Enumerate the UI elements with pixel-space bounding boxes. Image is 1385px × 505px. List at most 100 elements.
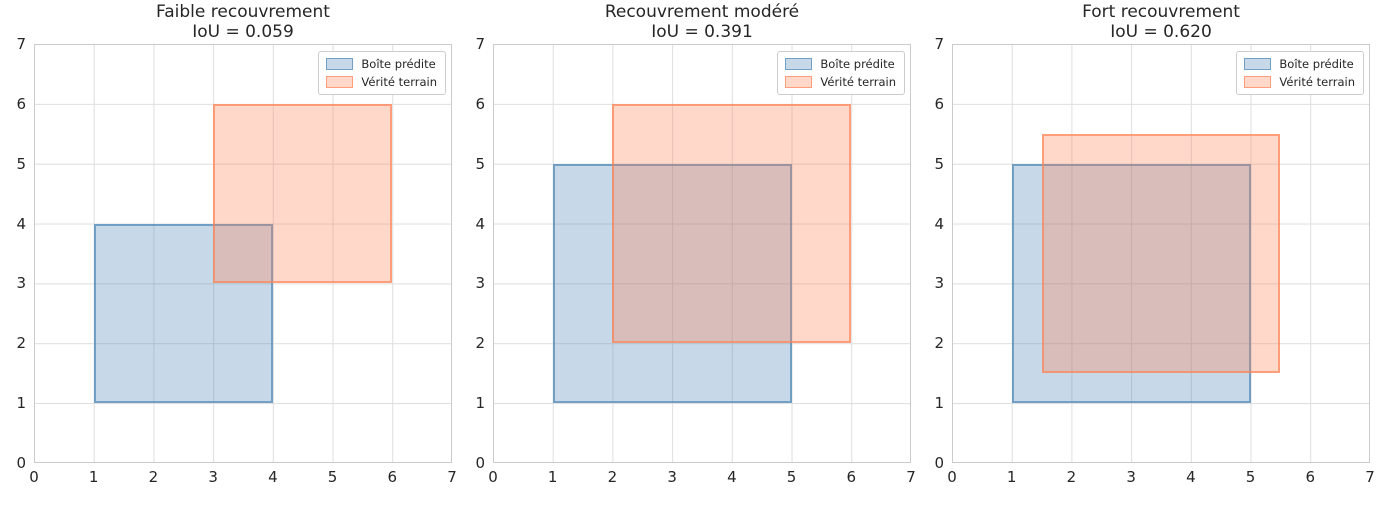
subplot-high-overlap: Fort recouvrement IoU = 0.620 Boîte préd… <box>934 0 1375 505</box>
legend-item-predicted: Boîte prédite <box>1244 57 1355 71</box>
legend-swatch-predicted <box>1244 58 1272 70</box>
subplot-low-overlap: Faible recouvrement IoU = 0.059 Boîte pr… <box>16 0 457 505</box>
y-tick-label: 0 <box>16 454 26 472</box>
y-tick-label: 3 <box>16 274 26 293</box>
x-tick-label: 3 <box>1126 468 1136 486</box>
x-tick-label: 4 <box>727 468 737 486</box>
y-tick-label: 7 <box>475 35 485 53</box>
ground-truth-box <box>213 103 393 284</box>
x-tick-label: 3 <box>208 468 218 486</box>
x-tick-label: 4 <box>1186 468 1196 486</box>
plot-title-line: Recouvrement modéré <box>604 2 800 22</box>
y-tick-label: 5 <box>475 154 485 173</box>
x-tick-label: 5 <box>1245 468 1256 486</box>
y-tick-label: 4 <box>16 214 26 233</box>
x-tick-label: 6 <box>387 468 398 486</box>
x-tick-label: 7 <box>1365 468 1375 486</box>
legend-swatch-ground-truth <box>1244 76 1272 88</box>
x-tick-label: 5 <box>327 468 338 486</box>
predicted-box <box>1011 163 1251 404</box>
legend-item-ground-truth: Vérité terrain <box>1244 75 1355 89</box>
x-tick-label: 4 <box>268 468 278 486</box>
x-tick-label: 7 <box>447 468 457 486</box>
y-tick-label: 7 <box>16 35 26 53</box>
plot-title-line: Fort recouvrement <box>1082 2 1240 22</box>
legend-label-predicted: Boîte prédite <box>1279 57 1354 71</box>
plot-subtitle-iou: IoU = 0.059 <box>192 21 294 42</box>
y-tick-label: 0 <box>934 454 944 472</box>
legend-label-predicted: Boîte prédite <box>361 57 436 71</box>
legend: Boîte prédite Vérité terrain <box>318 51 446 95</box>
plot-subtitle-iou: IoU = 0.620 <box>1110 21 1212 42</box>
y-axis-tick-labels: 0 1 2 3 4 5 6 7 <box>459 35 485 472</box>
y-tick-label: 2 <box>475 334 485 353</box>
y-tick-label: 6 <box>934 94 944 113</box>
predicted-box <box>93 223 273 404</box>
legend-swatch-predicted <box>326 58 354 70</box>
plot-area: Boîte prédite Vérité terrain <box>34 44 452 463</box>
y-tick-label: 4 <box>934 214 944 233</box>
legend-label-ground-truth: Vérité terrain <box>361 75 437 89</box>
y-tick-label: 1 <box>16 394 26 413</box>
x-tick-label: 5 <box>786 468 797 486</box>
y-tick-label: 0 <box>475 454 485 472</box>
y-axis-tick-labels: 0 1 2 3 4 5 6 7 <box>0 35 26 472</box>
legend-swatch-ground-truth <box>785 76 813 88</box>
y-tick-label: 6 <box>475 94 485 113</box>
y-tick-label: 1 <box>475 394 485 413</box>
plot-subtitle-iou: IoU = 0.391 <box>651 21 753 42</box>
y-tick-label: 5 <box>16 154 26 173</box>
y-tick-label: 7 <box>934 35 944 53</box>
plot-title-line: Faible recouvrement <box>156 2 330 22</box>
x-tick-label: 6 <box>1305 468 1316 486</box>
x-tick-label: 2 <box>607 468 618 486</box>
plot-area: Boîte prédite Vérité terrain <box>493 44 911 463</box>
legend-swatch-ground-truth <box>326 76 354 88</box>
y-tick-label: 6 <box>16 94 26 113</box>
y-tick-label: 3 <box>475 274 485 293</box>
y-tick-label: 5 <box>934 154 944 173</box>
legend-item-ground-truth: Vérité terrain <box>326 75 437 89</box>
y-tick-label: 2 <box>934 334 944 353</box>
plot-title: Recouvrement modéré IoU = 0.391 <box>493 2 911 42</box>
x-axis-tick-labels: 0 1 2 3 4 5 6 7 <box>29 468 457 492</box>
x-axis-tick-labels: 0 1 2 3 4 5 6 7 <box>488 468 916 492</box>
plot-title: Fort recouvrement IoU = 0.620 <box>952 2 1370 42</box>
x-axis-tick-labels: 0 1 2 3 4 5 6 7 <box>947 468 1375 492</box>
boxes-layer <box>34 44 452 463</box>
subplot-moderate-overlap: Recouvrement modéré IoU = 0.391 Boîte pr… <box>475 0 916 505</box>
x-tick-label: 2 <box>148 468 159 486</box>
legend-label-predicted: Boîte prédite <box>820 57 895 71</box>
y-axis-tick-labels: 0 1 2 3 4 5 6 7 <box>918 35 944 472</box>
x-tick-label: 2 <box>1066 468 1077 486</box>
x-tick-label: 1 <box>547 468 558 486</box>
plot-title: Faible recouvrement IoU = 0.059 <box>34 2 452 42</box>
legend-item-ground-truth: Vérité terrain <box>785 75 896 89</box>
legend-item-predicted: Boîte prédite <box>326 57 437 71</box>
x-tick-label: 3 <box>667 468 677 486</box>
plot-area: Boîte prédite Vérité terrain <box>952 44 1370 463</box>
x-tick-label: 0 <box>29 468 39 486</box>
legend-swatch-predicted <box>785 58 813 70</box>
x-tick-label: 1 <box>1006 468 1017 486</box>
ground-truth-box <box>612 103 852 344</box>
legend-label-ground-truth: Vérité terrain <box>1279 75 1355 89</box>
x-tick-label: 0 <box>488 468 498 486</box>
legend-label-ground-truth: Vérité terrain <box>820 75 896 89</box>
boxes-layer <box>952 44 1370 463</box>
ground-truth-box <box>1041 133 1281 374</box>
legend: Boîte prédite Vérité terrain <box>777 51 905 95</box>
y-tick-label: 1 <box>934 394 944 413</box>
x-tick-label: 7 <box>906 468 916 486</box>
y-tick-label: 4 <box>475 214 485 233</box>
x-tick-label: 0 <box>947 468 957 486</box>
y-tick-label: 2 <box>16 334 26 353</box>
x-tick-label: 6 <box>846 468 857 486</box>
y-tick-label: 3 <box>934 274 944 293</box>
x-tick-label: 1 <box>88 468 99 486</box>
boxes-layer <box>493 44 911 463</box>
legend: Boîte prédite Vérité terrain <box>1236 51 1364 95</box>
legend-item-predicted: Boîte prédite <box>785 57 896 71</box>
predicted-box <box>552 163 792 404</box>
